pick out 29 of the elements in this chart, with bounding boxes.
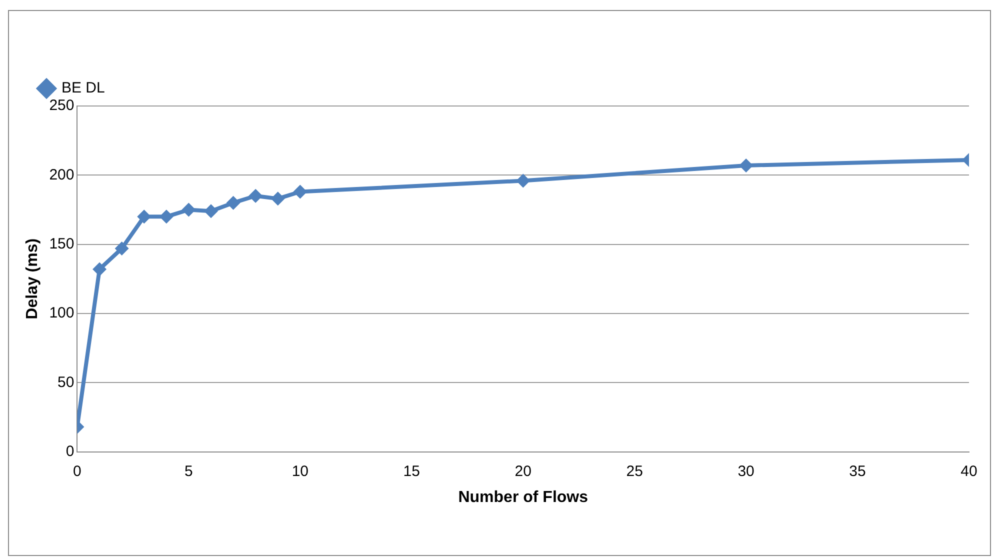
point (114, 241, 129, 256)
y-tick-label: 150 (49, 235, 74, 252)
point (248, 188, 263, 203)
x-tick-label: 5 (184, 462, 193, 480)
point (270, 192, 285, 206)
y-tick-label: 250 (49, 97, 74, 114)
x-tick-label: 10 (292, 462, 309, 480)
point (204, 204, 218, 218)
point (159, 210, 174, 224)
x-tick-label: 35 (849, 462, 866, 480)
point (137, 210, 152, 224)
x-tick-label: 20 (514, 462, 532, 480)
x-axis-title: Number of Flows (458, 488, 588, 506)
y-tick-label: 50 (58, 374, 74, 391)
y-tick-label: 0 (66, 442, 74, 460)
point (182, 202, 196, 217)
x-tick-label: 25 (626, 462, 643, 480)
x-tick-label: 40 (960, 462, 978, 480)
y-axis-title: Delay (ms) (24, 238, 42, 320)
legend-label: BE DL (62, 80, 105, 97)
point (739, 158, 754, 172)
point (516, 174, 530, 188)
point (293, 184, 308, 199)
y-tick-label: 200 (49, 166, 74, 184)
x-tick-label: 30 (738, 462, 754, 480)
point (92, 262, 107, 276)
x-tick-label: 15 (403, 462, 420, 480)
point (226, 196, 240, 210)
y-tick-label: 100 (49, 304, 74, 322)
